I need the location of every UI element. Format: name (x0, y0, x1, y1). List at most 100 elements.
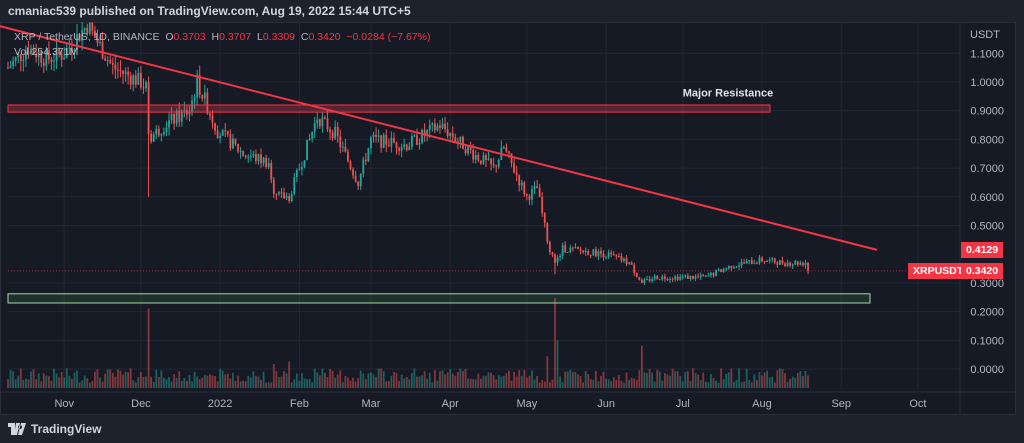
candle-body (244, 155, 247, 157)
volume-bar (385, 381, 388, 388)
candle-body (234, 138, 237, 145)
candle-body (232, 138, 234, 149)
candle-body (336, 126, 339, 137)
volume-bar (170, 381, 173, 388)
candle-body (290, 194, 293, 202)
volume-bar (122, 374, 124, 388)
candle-body (615, 255, 618, 257)
volume-bar (370, 372, 372, 388)
candle-body (37, 52, 40, 58)
candle-body (684, 275, 687, 277)
candle-body (65, 48, 68, 58)
candle-body (17, 54, 20, 58)
candle-body (275, 193, 278, 195)
volume-bar (651, 372, 654, 388)
volume-bar (577, 374, 579, 388)
candle-body (334, 126, 337, 139)
candle-body (661, 276, 664, 280)
volume-bar (224, 374, 227, 388)
candle-body (104, 58, 107, 61)
volume-bar (786, 381, 789, 388)
candle-body (776, 262, 779, 265)
volume-bar (301, 373, 303, 388)
candle-body (111, 62, 114, 65)
candle-body (196, 74, 199, 98)
volume-bar (620, 380, 623, 388)
y-tick-label: 1.1000 (970, 48, 1004, 60)
volume-bar (329, 368, 331, 388)
volume-bar (464, 368, 467, 388)
candle-body (352, 169, 354, 176)
chart-pane[interactable] (0, 22, 1016, 415)
candle-body (704, 275, 707, 277)
volume-bar (490, 372, 492, 388)
volume-bar (421, 375, 423, 388)
volume-bar (633, 378, 636, 388)
candle-body (528, 195, 531, 200)
volume-bar (768, 377, 771, 388)
candle-body (630, 262, 633, 265)
candle-body (285, 196, 288, 199)
volume-bar (382, 371, 385, 388)
volume-bar (722, 379, 725, 388)
volume-bar (257, 376, 260, 388)
volume-legend: Vol 254.371M (14, 46, 78, 58)
candle-body (584, 250, 587, 253)
volume-bar (14, 379, 17, 388)
candle-body (249, 156, 252, 158)
candle-body (76, 34, 78, 50)
volume-bar (165, 379, 168, 388)
resistance-label: Major Resistance (683, 87, 773, 99)
volume-bar (73, 372, 76, 388)
candle-body (727, 265, 730, 269)
candle-body (508, 151, 510, 154)
volume-bar (761, 375, 763, 388)
volume-bar (669, 375, 671, 388)
candle-body (24, 51, 27, 60)
candle-body (265, 157, 268, 167)
volume-bar (119, 370, 122, 388)
candle-body (733, 267, 735, 269)
candle-body (515, 172, 518, 176)
x-tick-label: Jun (597, 398, 615, 410)
close-label: C (300, 31, 309, 43)
candle-body (50, 59, 53, 62)
symbol-name[interactable]: XRP / TetherUS, 1D, BINANCE (14, 31, 160, 43)
volume-bar (45, 375, 48, 388)
volume-bar (22, 379, 25, 388)
candle-body (681, 276, 684, 278)
resistance-zone (7, 104, 771, 113)
y-tick-label: 0.0000 (970, 364, 1004, 376)
volume-bar (725, 373, 728, 388)
candle-body (582, 250, 584, 253)
symbol-legend: XRP / TetherUS, 1D, BINANCE O0.3703 H0.3… (14, 31, 430, 43)
volume-bar (477, 373, 480, 388)
volume-bar (278, 377, 280, 388)
candle-body (531, 189, 533, 200)
volume-bar (648, 368, 651, 388)
candle-body (740, 262, 743, 266)
candle-body (96, 37, 99, 43)
volume-bar (242, 380, 245, 388)
candle-body (313, 123, 316, 133)
change-value: −0.0284 (−7.67%) (346, 31, 431, 43)
candle-body (311, 132, 314, 139)
candle-body (689, 275, 692, 279)
candle-body (482, 155, 485, 164)
candle-body (58, 47, 61, 54)
volume-bar (531, 370, 533, 388)
tradingview-logo[interactable]: TradingView (8, 422, 101, 436)
candle-body (403, 144, 406, 147)
volume-bar (101, 381, 104, 388)
candle-body (513, 163, 515, 173)
volume-bar (308, 379, 311, 388)
volume-bar (704, 381, 707, 388)
volume-bar (597, 381, 600, 388)
volume-bar (617, 374, 620, 388)
low-value: 0.3309 (262, 31, 296, 43)
volume-bar (336, 374, 339, 388)
volume-bar (83, 375, 86, 388)
price-chart[interactable]: 1.1000 1.0000 0.9000 0.8000 0.7000 0.6000 0.50… (0, 0, 1024, 415)
volume-bar (449, 369, 452, 388)
candle-body (188, 112, 191, 115)
